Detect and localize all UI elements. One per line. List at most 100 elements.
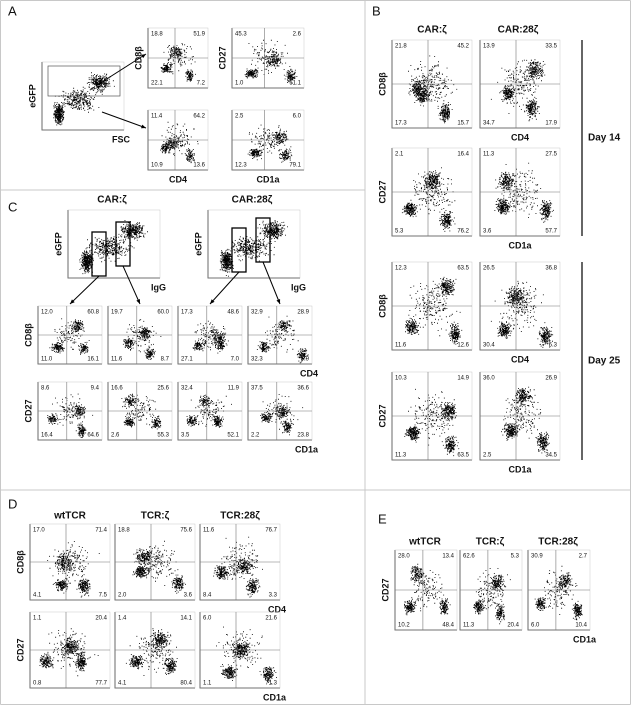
quadrant-percent: 11.3 <box>483 152 495 158</box>
arrow-head <box>141 124 146 129</box>
quadrant-percent: 18.8 <box>151 32 163 38</box>
dot-cloud <box>186 394 232 428</box>
quadrant-percent: 9.4 <box>91 386 100 392</box>
quadrant-percent: 60.8 <box>87 310 99 316</box>
quadrant-percent: 2.6 <box>293 32 302 38</box>
quadrant-percent: 7.0 <box>231 357 240 363</box>
quadrant-percent: 19.7 <box>111 310 123 316</box>
dot-cloud <box>47 393 94 438</box>
quadrant-percent: 57.7 <box>545 229 557 235</box>
quadrant-percent: 27.5 <box>545 152 557 158</box>
quadrant-percent: 23.8 <box>297 433 309 439</box>
quadrant-percent: 51.9 <box>193 32 205 38</box>
dot-cloud <box>473 568 511 625</box>
y-axis-label: CD27 <box>377 404 387 427</box>
dot-cloud <box>49 318 90 355</box>
quadrant-percent: 27.1 <box>181 357 193 363</box>
quadrant-percent: 15.7 <box>457 121 469 127</box>
dot-cloud <box>192 320 229 354</box>
y-axis-label: CD8β <box>377 294 387 318</box>
x-axis-label: CD1a <box>295 444 319 454</box>
quadrant-percent: 10.4 <box>575 623 587 629</box>
dot-cloud <box>490 59 546 122</box>
dot-cloud <box>219 220 288 277</box>
quadrant-percent: 36.6 <box>297 386 309 392</box>
quadrant-percent: 32.3 <box>251 357 263 363</box>
dot-cloud <box>121 393 162 430</box>
dot-cloud <box>408 55 458 124</box>
y-axis-label: eGFP <box>27 84 37 108</box>
quadrant-percent: 3.5 <box>181 433 190 439</box>
dot-cloud <box>160 121 199 164</box>
x-axis-label: IgG <box>151 282 166 292</box>
quadrant-percent: 32.9 <box>251 310 263 316</box>
quadrant-percent: 37.5 <box>251 386 263 392</box>
quadrant-percent: 75.6 <box>180 528 192 534</box>
quadrant-percent: 11.3 <box>463 623 475 629</box>
quadrant-percent: 12.3 <box>235 163 247 169</box>
quadrant-percent: 10.2 <box>398 623 410 629</box>
quadrant-percent: 13.9 <box>483 44 495 50</box>
quadrant-percent: 6.0 <box>531 623 540 629</box>
x-axis-label: IgG <box>291 282 306 292</box>
y-axis-label: eGFP <box>53 232 63 256</box>
quadrant-percent: 11.6 <box>203 528 215 534</box>
y-axis-label: CD27 <box>217 46 227 69</box>
quadrant-percent: 12.0 <box>41 310 53 316</box>
quadrant-percent: 11.4 <box>151 114 163 120</box>
quadrant-percent: 55.3 <box>157 433 169 439</box>
dot-cloud <box>39 628 99 677</box>
quadrant-percent: 77.7 <box>95 681 107 687</box>
quadrant-percent: 7.5 <box>99 593 108 599</box>
quadrant-percent: 62.6 <box>463 554 475 560</box>
dot-cloud <box>122 319 162 360</box>
dot-cloud <box>494 162 554 223</box>
panel-label: C <box>8 199 17 214</box>
dot-cloud <box>404 563 451 616</box>
dot-cloud <box>47 541 100 598</box>
quadrant-percent: 30.4 <box>483 343 495 349</box>
x-axis-label: CD4 <box>300 368 318 378</box>
quadrant-percent: 14.9 <box>457 376 469 382</box>
quadrant-percent: 11.3 <box>395 453 407 459</box>
y-axis-label: CD8β <box>15 550 25 574</box>
quadrant-percent: 4.1 <box>118 681 127 687</box>
quadrant-percent: 45.2 <box>457 44 469 50</box>
x-axis-label: CD1a <box>508 464 532 474</box>
quadrant-percent: 80.4 <box>180 681 192 687</box>
x-axis-label: CD4 <box>169 174 187 184</box>
quadrant-percent: 26.9 <box>545 376 557 382</box>
column-header: CAR:28ζ <box>498 25 539 36</box>
quadrant-percent: 63.5 <box>457 453 469 459</box>
quadrant-percent: 45.3 <box>235 32 247 38</box>
y-axis-label: CD27 <box>15 638 25 661</box>
dot-cloud <box>244 39 298 84</box>
quadrant-percent: 26.5 <box>483 266 495 272</box>
quadrant-percent: 16.1 <box>87 357 99 363</box>
quadrant-percent: 16.4 <box>457 152 469 158</box>
quadrant-percent: 18.8 <box>118 528 130 534</box>
quadrant-percent: 36.0 <box>483 376 495 382</box>
quadrant-percent: 3.3 <box>269 593 278 599</box>
quadrant-percent: 8.4 <box>203 593 212 599</box>
plot-box <box>207 209 301 279</box>
column-header: wtTCR <box>53 511 86 522</box>
y-axis-label: CD27 <box>23 399 33 422</box>
quadrant-percent: 13.4 <box>442 554 454 560</box>
quadrant-percent: 76.7 <box>265 528 277 534</box>
quadrant-percent: 63.5 <box>457 266 469 272</box>
arrow-head <box>141 54 146 59</box>
column-header: TCR:ζ <box>476 537 505 548</box>
dot-cloud <box>216 626 277 685</box>
quadrant-percent: 25.6 <box>157 386 169 392</box>
quadrant-percent: 1.1 <box>203 681 212 687</box>
quadrant-percent: 4.1 <box>33 593 42 599</box>
arrow <box>101 111 147 129</box>
quadrant-percent: 33.5 <box>545 44 557 50</box>
arrow <box>101 53 147 83</box>
column-header: CAR:ζ <box>417 25 447 36</box>
quadrant-percent: 7.2 <box>197 81 206 87</box>
quadrant-percent: 71.4 <box>95 528 107 534</box>
dot-cloud <box>401 167 456 232</box>
day-label: Day 14 <box>588 133 621 144</box>
